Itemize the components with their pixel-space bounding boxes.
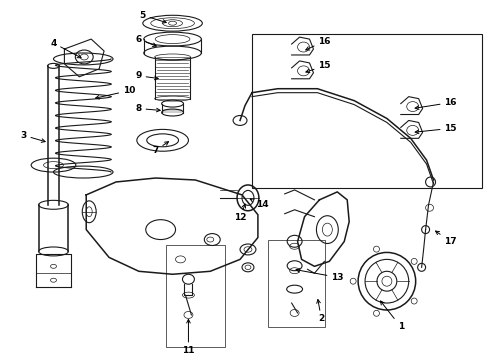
Text: 2: 2 <box>317 300 324 323</box>
Text: 17: 17 <box>436 231 457 246</box>
Bar <box>252 34 482 188</box>
Text: 14: 14 <box>250 199 268 209</box>
Text: 13: 13 <box>296 269 343 282</box>
Text: 8: 8 <box>136 104 160 113</box>
Text: 9: 9 <box>136 71 158 80</box>
Text: 7: 7 <box>152 142 169 155</box>
Text: 10: 10 <box>96 86 135 99</box>
Text: 12: 12 <box>234 204 246 222</box>
Text: 11: 11 <box>182 319 195 355</box>
Text: 16: 16 <box>306 37 331 50</box>
Text: 1: 1 <box>381 301 404 331</box>
Text: 3: 3 <box>21 131 45 142</box>
Text: 5: 5 <box>140 11 166 23</box>
Text: 6: 6 <box>136 35 156 46</box>
Bar <box>166 246 225 347</box>
Text: 16: 16 <box>415 98 457 109</box>
Bar <box>268 239 325 327</box>
Text: 15: 15 <box>306 62 331 73</box>
Text: 15: 15 <box>415 124 457 134</box>
Text: 4: 4 <box>50 39 81 58</box>
